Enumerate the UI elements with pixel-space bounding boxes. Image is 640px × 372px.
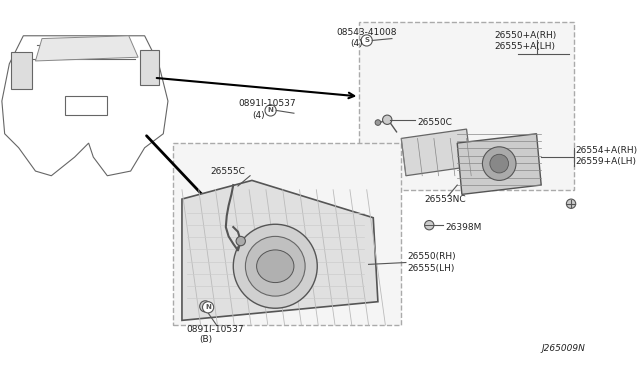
Text: 08543-41008: 08543-41008 [336,29,396,38]
Bar [140,50,159,85]
Circle shape [566,199,576,208]
Text: 26550(RH): 26550(RH) [408,253,456,262]
Text: (B): (B) [200,334,213,343]
Text: 0891I-10537: 0891I-10537 [187,325,244,334]
Polygon shape [457,134,541,195]
Text: 26555(LH): 26555(LH) [408,264,455,273]
Bar [11,52,32,89]
Polygon shape [182,180,378,320]
Bar [359,22,574,190]
Circle shape [202,302,214,313]
Circle shape [233,224,317,308]
Text: 26398M: 26398M [445,224,481,232]
Text: (4): (4) [252,110,264,119]
Circle shape [375,120,381,125]
Circle shape [483,147,516,180]
Circle shape [265,105,276,116]
Text: 26550+A(RH): 26550+A(RH) [495,31,557,40]
Text: 26555C: 26555C [210,167,245,176]
Text: 26559+A(LH): 26559+A(LH) [576,157,637,166]
Circle shape [424,221,434,230]
Ellipse shape [257,250,294,283]
Circle shape [236,236,245,246]
Text: N: N [268,108,273,113]
Text: S: S [364,38,369,44]
Text: 26550C: 26550C [417,118,452,127]
Circle shape [200,301,211,312]
Text: (4): (4) [350,39,362,48]
Text: 0891I-10537: 0891I-10537 [238,99,296,108]
Text: 26555+A(LH): 26555+A(LH) [495,42,556,51]
Circle shape [245,236,305,296]
Text: 26554+A(RH): 26554+A(RH) [576,146,638,155]
Bar [65,96,108,115]
Polygon shape [401,129,471,176]
Text: N: N [205,304,211,310]
Text: 26553NC: 26553NC [424,195,466,203]
Bar [173,143,401,325]
Circle shape [383,115,392,124]
Text: J265009N: J265009N [541,344,585,353]
Circle shape [361,35,372,46]
Polygon shape [35,36,138,61]
Circle shape [490,154,509,173]
